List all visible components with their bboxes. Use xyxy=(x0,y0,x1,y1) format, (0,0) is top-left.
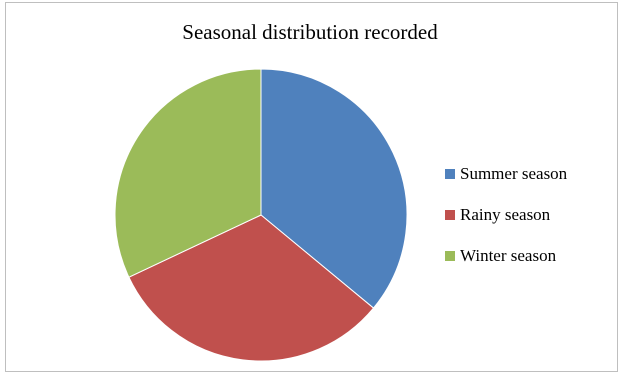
legend: Summer season Rainy season Winter season xyxy=(445,161,567,284)
pie-slice-rainy xyxy=(128,214,375,362)
legend-item-rainy: Rainy season xyxy=(445,202,567,227)
pie-slice-winter xyxy=(114,68,262,278)
legend-item-summer: Summer season xyxy=(445,161,567,186)
legend-swatch-rainy xyxy=(445,209,455,220)
legend-item-winter: Winter season xyxy=(445,243,567,268)
legend-swatch-summer xyxy=(445,168,455,179)
pie-slice-summer xyxy=(260,68,408,309)
legend-label-summer: Summer season xyxy=(460,163,568,183)
legend-label-winter: Winter season xyxy=(460,245,557,265)
legend-swatch-winter xyxy=(445,250,455,261)
chart-title: Seasonal distribution recorded xyxy=(182,20,438,44)
legend-label-rainy: Rainy season xyxy=(460,204,551,224)
